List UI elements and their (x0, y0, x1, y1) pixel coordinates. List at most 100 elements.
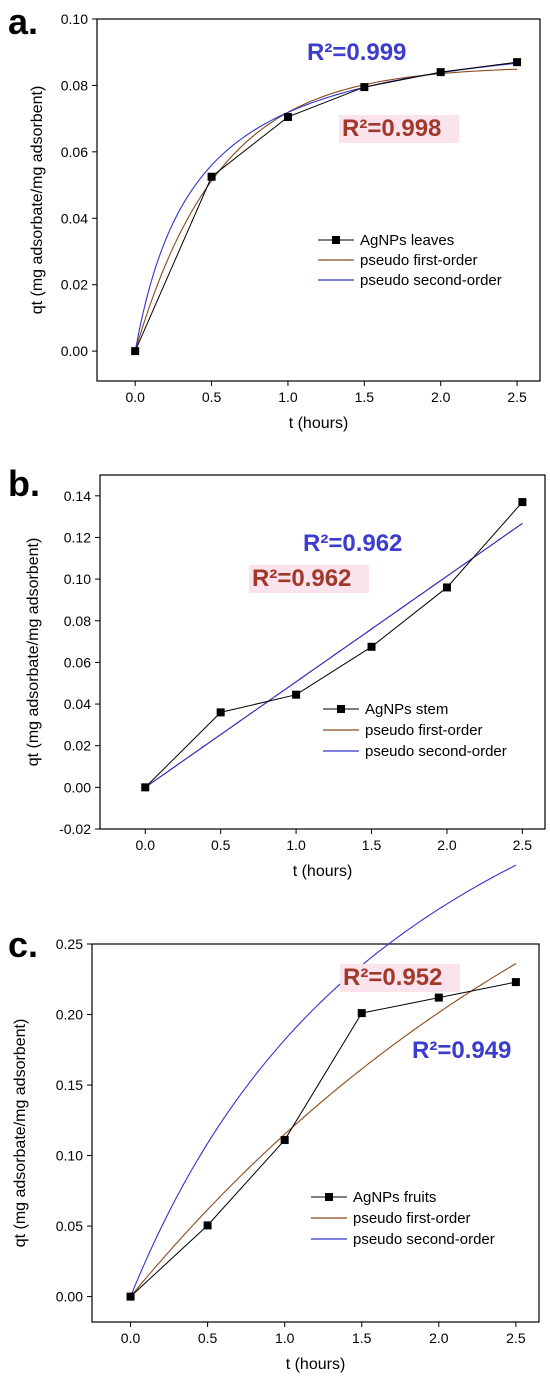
x-axis-title: t (hours) (293, 863, 353, 880)
legend-second-order-label: pseudo second-order (360, 272, 502, 289)
y-tick-label: 0.08 (61, 77, 88, 93)
legend-first-order-label: pseudo first-order (365, 722, 483, 739)
x-tick-label: 0.0 (136, 837, 156, 853)
r2-highlight (249, 565, 369, 593)
x-tick-label: 2.5 (507, 389, 527, 405)
data-point (511, 978, 520, 987)
legend-data-series-label: AgNPs stem (365, 701, 448, 718)
panel-letter: c. (8, 924, 38, 965)
y-tick-label: 0.04 (61, 210, 88, 226)
x-tick-label: 0.0 (121, 1330, 141, 1346)
y-tick-label: 0.04 (64, 696, 91, 712)
data-point (283, 112, 292, 121)
legend-data-series-label: AgNPs leaves (360, 232, 454, 249)
r2-annotation: R²=0.999 (307, 39, 406, 66)
plot-frame (96, 18, 541, 382)
x-tick-label: 2.5 (513, 837, 533, 853)
y-tick-label: 0.00 (56, 1289, 83, 1305)
first-order-fit-line (130, 963, 517, 1297)
r2-highlight (339, 115, 459, 143)
r2-annotation: R²=0.949 (412, 1037, 511, 1064)
data-point (280, 1136, 289, 1145)
chart-panel: a. 0.0 0.5 1.0 1.5 2.0 2.5 0.00 0.02 0.04 0.06 0.08… (8, 1, 541, 432)
r2-annotation: R²=0.962 (303, 530, 402, 557)
y-tick-label: 0.08 (64, 613, 91, 629)
x-tick-label: 1.5 (355, 389, 375, 405)
y-tick-label: 0.05 (56, 1218, 83, 1234)
x-tick-label: 1.5 (352, 1330, 372, 1346)
y-tick-label: -0.02 (59, 821, 91, 837)
x-tick-label: 2.0 (429, 1330, 449, 1346)
y-tick-label: 0.10 (56, 1148, 83, 1164)
y-tick-label: 0.00 (64, 779, 91, 795)
legend-data-series-marker (337, 705, 345, 713)
y-axis-title: qt (mg adsorbate/mg adsorbent) (29, 86, 46, 315)
panel-letter: b. (8, 463, 40, 504)
chart-panel: b. 0.0 0.5 1.0 1.5 2.0 2.5 -0.02 0.00 0.02 0.04 0.0… (8, 463, 546, 880)
chart-panel: c. 0.0 0.5 1.0 1.5 2.0 2.5 0.00 0.05 0.10 0.15 0.20… (8, 864, 540, 1373)
x-tick-label: 1.0 (286, 837, 306, 853)
data-point (436, 68, 445, 77)
data-point (367, 642, 376, 651)
data-point (513, 58, 522, 67)
x-tick-label: 1.5 (362, 837, 382, 853)
y-axis-title: qt (mg adsorbate/mg adsorbent) (12, 1019, 29, 1248)
y-tick-label: 0.15 (56, 1077, 83, 1093)
data-point (292, 690, 301, 699)
legend-first-order-label: pseudo first-order (360, 252, 478, 269)
y-tick-label: 0.00 (61, 343, 88, 359)
data-point (131, 347, 140, 356)
y-tick-label: 0.12 (64, 529, 91, 545)
data-series-line (134, 61, 518, 352)
x-tick-label: 2.0 (431, 389, 451, 405)
r2-highlight (340, 964, 460, 992)
x-tick-label: 1.0 (275, 1330, 295, 1346)
data-point (434, 993, 443, 1002)
y-axis-title: qt (mg adsorbate/mg adsorbent) (25, 538, 42, 767)
x-axis-title: t (hours) (289, 415, 349, 432)
r2-annotation: R²=0.998 (342, 115, 441, 142)
data-point (216, 708, 225, 717)
x-tick-label: 0.0 (125, 389, 145, 405)
legend-data-series-label: AgNPs fruits (353, 1189, 436, 1206)
second-order-fit-line (130, 864, 517, 1297)
y-tick-label: 0.25 (56, 936, 83, 952)
legend-data-series-marker (332, 236, 340, 244)
data-point (207, 172, 216, 181)
data-series-line (130, 981, 516, 1297)
legend-second-order-label: pseudo second-order (353, 1231, 495, 1248)
second-order-fit-line (144, 522, 523, 788)
x-axis-title: t (hours) (286, 1356, 346, 1373)
data-point (141, 783, 150, 792)
x-tick-label: 1.0 (278, 389, 298, 405)
x-tick-label: 2.5 (506, 1330, 526, 1346)
legend-second-order-label: pseudo second-order (365, 743, 507, 760)
y-tick-label: 0.02 (61, 277, 88, 293)
y-tick-label: 0.02 (64, 738, 91, 754)
data-point (126, 1292, 135, 1301)
legend-first-order-label: pseudo first-order (353, 1210, 471, 1227)
r2-annotation: R²=0.962 (252, 565, 351, 592)
r2-annotation: R²=0.952 (343, 964, 442, 991)
second-order-fit-line (134, 62, 518, 352)
plot-frame (91, 943, 540, 1323)
x-tick-label: 0.5 (198, 1330, 218, 1346)
x-tick-label: 0.5 (202, 389, 222, 405)
y-tick-label: 0.10 (64, 571, 91, 587)
data-point (203, 1221, 212, 1230)
first-order-fit-line (134, 68, 518, 352)
y-tick-label: 0.14 (64, 488, 91, 504)
legend-data-series-marker (325, 1193, 333, 1201)
panel-letter: a. (8, 1, 38, 42)
data-series-line (144, 501, 523, 788)
data-point (357, 1009, 366, 1018)
x-tick-label: 0.5 (211, 837, 231, 853)
y-tick-label: 0.06 (64, 654, 91, 670)
data-point (442, 583, 451, 592)
y-tick-label: 0.20 (56, 1007, 83, 1023)
plot-frame (99, 474, 546, 830)
data-point (518, 498, 527, 507)
x-tick-label: 2.0 (437, 837, 457, 853)
data-point (360, 83, 369, 92)
